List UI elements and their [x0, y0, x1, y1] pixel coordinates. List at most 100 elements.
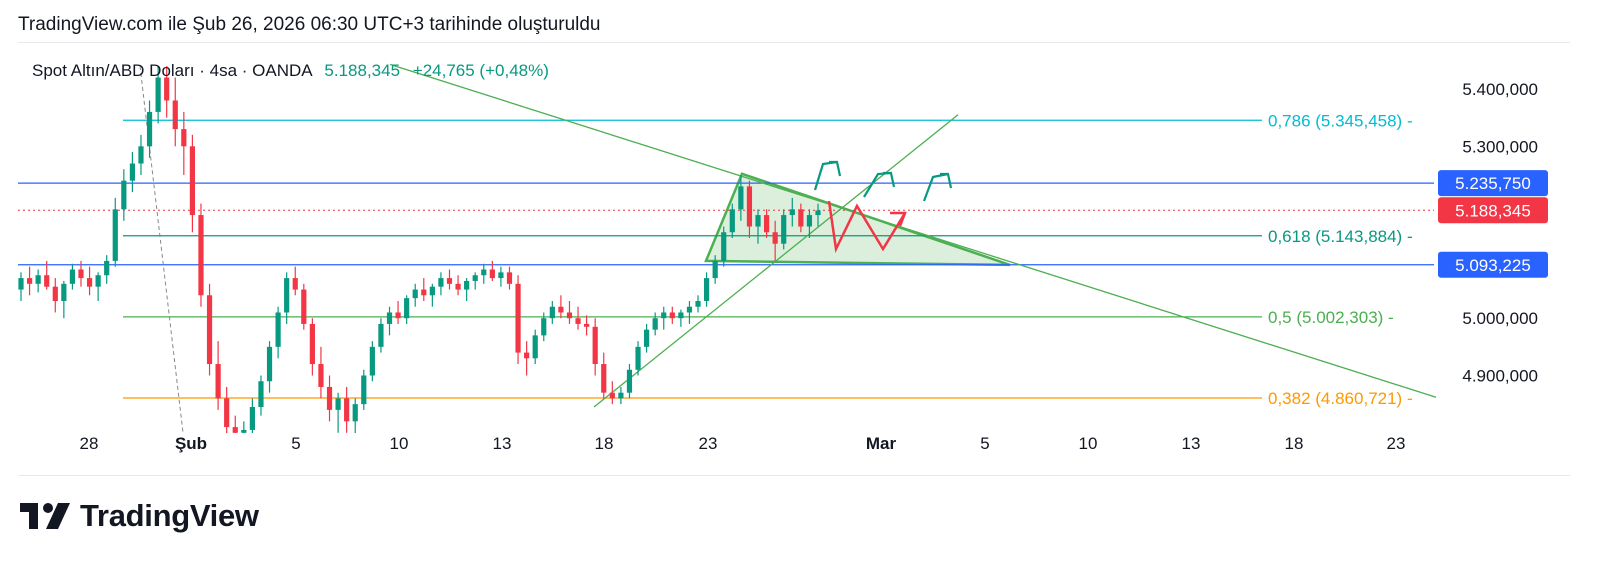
- candle-body-54: [481, 269, 487, 276]
- candle-body-60: [532, 335, 538, 359]
- candle-body-76: [669, 312, 675, 319]
- x-tick-8: 5: [980, 434, 989, 453]
- candle-body-12: [121, 180, 127, 210]
- candle-body-11: [112, 209, 118, 261]
- symbol-name: Spot Altın/ABD Doları · 4sa · OANDA: [32, 61, 312, 80]
- candle-body-9: [95, 275, 101, 287]
- candle-body-24: [224, 398, 230, 428]
- red-zigzag-arrowhead: [890, 211, 907, 227]
- candle-body-74: [652, 318, 658, 330]
- candle-body-37: [335, 398, 341, 410]
- candle-body-31: [284, 278, 290, 313]
- candle-body-62: [549, 306, 555, 319]
- y-tick-1: 5.300,000: [1462, 137, 1538, 156]
- current-price-badge: [1438, 197, 1548, 224]
- x-tick-5: 18: [595, 434, 614, 453]
- symbol-legend: Spot Altın/ABD Doları · 4sa · OANDA 5.18…: [32, 61, 549, 81]
- descending-trendline: [389, 63, 1437, 398]
- candle-body-83: [729, 209, 735, 233]
- candle-body-73: [644, 329, 650, 347]
- candle-body-39: [352, 404, 358, 422]
- tradingview-logo[interactable]: TradingView: [20, 498, 259, 534]
- candle-body-34: [309, 323, 315, 365]
- x-tick-4: 13: [493, 434, 512, 453]
- candle-body-88: [772, 232, 778, 244]
- fib-label-0: 0,786 (5.345,458) -: [1268, 111, 1413, 130]
- candle-body-25: [232, 427, 238, 433]
- candle-body-90: [789, 209, 795, 216]
- tradingview-logo-icon: [20, 503, 70, 529]
- x-tick-11: 18: [1285, 434, 1304, 453]
- ascending-trendline: [593, 114, 959, 408]
- candle-body-55: [489, 269, 495, 279]
- candle-body-79: [695, 301, 701, 307]
- candle-body-8: [86, 278, 93, 287]
- fib-label-1: 0,618 (5.143,884) -: [1268, 227, 1413, 246]
- candle-body-45: [404, 298, 410, 319]
- candle-body-75: [661, 312, 667, 319]
- candle-body-41: [369, 346, 375, 376]
- symbol-price: 5.188,345: [324, 61, 401, 80]
- candle-body-18: [172, 100, 178, 130]
- candle-body-19: [181, 129, 187, 147]
- chart-area[interactable]: 0,786 (5.345,458) - 0,618 (5.143,884) - 0,…: [18, 42, 1570, 476]
- breakout-arrow-0: [813, 160, 838, 191]
- candle-body-29: [266, 346, 273, 382]
- x-tick-9: 10: [1079, 434, 1098, 453]
- candle-body-14: [138, 146, 144, 164]
- candle-body-44: [395, 312, 401, 319]
- current-price-label: 5.188,345: [1455, 201, 1531, 220]
- candle-body-87: [763, 215, 770, 233]
- fib-label-2: 0,5 (5.002,303) -: [1268, 308, 1394, 327]
- x-tick-0: 28: [80, 434, 99, 453]
- candle-body-81: [712, 260, 718, 279]
- candle-body-38: [344, 398, 350, 422]
- candle-body-65: [575, 318, 581, 324]
- candle-body-28: [258, 381, 264, 408]
- candle-body-80: [703, 278, 710, 302]
- level-badge-0: [1438, 170, 1548, 197]
- candle-body-43: [386, 312, 393, 324]
- breakout-arrowhead-2: [940, 172, 953, 189]
- candle-body-84: [738, 186, 744, 210]
- candle-body-17: [164, 77, 170, 101]
- candle-body-10: [104, 260, 110, 276]
- candle-body-52: [464, 280, 470, 290]
- x-tick-10: 13: [1182, 434, 1201, 453]
- dashed-projection: [139, 66, 184, 433]
- candle-body-92: [806, 215, 813, 227]
- fib-label-3: 0,382 (4.860,721) -: [1268, 389, 1413, 408]
- candle-body-40: [361, 375, 367, 405]
- candlestick-chart[interactable]: 0,786 (5.345,458) - 0,618 (5.143,884) - 0,…: [18, 43, 1570, 475]
- candle-body-53: [472, 275, 478, 281]
- candle-body-33: [301, 289, 307, 324]
- breakout-arrowhead-1: [883, 171, 896, 188]
- candle-body-86: [755, 215, 761, 227]
- breakout-arrow-1: [863, 171, 892, 198]
- candle-body-69: [609, 392, 615, 399]
- x-tick-12: 23: [1387, 434, 1406, 453]
- candle-body-35: [318, 364, 324, 387]
- candle-body-93: [815, 210, 821, 216]
- candle-body-61: [541, 318, 547, 336]
- candle-body-49: [438, 278, 444, 287]
- level-label-1: 5.093,225: [1455, 256, 1531, 275]
- x-tick-1: Şub: [175, 434, 207, 453]
- candle-body-5: [61, 283, 67, 302]
- candle-body-64: [566, 312, 573, 319]
- candle-body-51: [455, 283, 461, 290]
- candle-body-89: [781, 215, 787, 244]
- candle-body-13: [129, 163, 136, 181]
- candle-body-23: [215, 364, 221, 399]
- candle-body-16: [155, 77, 161, 112]
- candle-body-2: [35, 275, 41, 284]
- candle-body-30: [275, 312, 281, 347]
- candle-body-32: [292, 278, 298, 290]
- candle-body-72: [635, 346, 641, 370]
- y-tick-0: 5.400,000: [1462, 80, 1538, 99]
- x-tick-2: 5: [291, 434, 300, 453]
- y-tick-3: 4.900,000: [1462, 367, 1538, 386]
- x-tick-6: 23: [699, 434, 718, 453]
- y-tick-2: 5.000,000: [1462, 309, 1538, 328]
- candle-body-36: [326, 386, 333, 410]
